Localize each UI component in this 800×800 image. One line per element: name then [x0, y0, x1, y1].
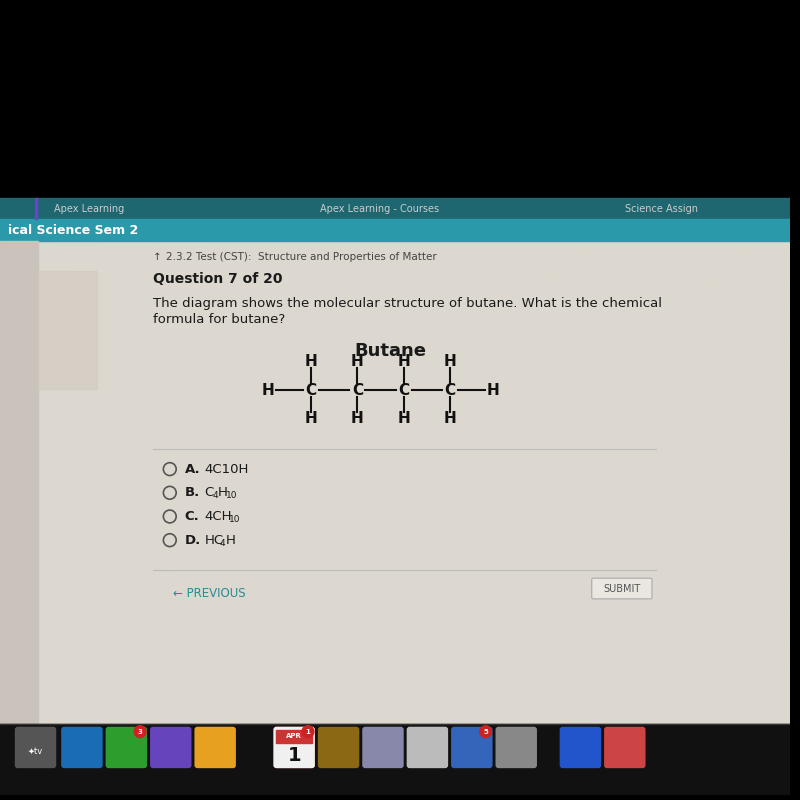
FancyBboxPatch shape	[318, 726, 359, 768]
Text: C: C	[445, 382, 456, 398]
FancyBboxPatch shape	[274, 726, 315, 768]
Text: SUBMIT: SUBMIT	[603, 583, 641, 594]
Text: H: H	[444, 354, 457, 369]
Text: H: H	[398, 411, 410, 426]
Text: 3: 3	[138, 729, 142, 734]
Text: ← PREVIOUS: ← PREVIOUS	[173, 587, 246, 600]
FancyBboxPatch shape	[194, 726, 236, 768]
Text: 4C10H: 4C10H	[204, 462, 249, 475]
Text: 4CH: 4CH	[204, 510, 232, 523]
Bar	[34, 198, 37, 219]
FancyBboxPatch shape	[274, 726, 315, 768]
FancyBboxPatch shape	[150, 726, 191, 768]
Text: Butane: Butane	[354, 342, 426, 360]
Text: C: C	[306, 382, 317, 398]
Bar	[0, 5, 790, 202]
Text: Apex Learning: Apex Learning	[54, 203, 124, 214]
Text: 1: 1	[306, 729, 310, 734]
Circle shape	[302, 726, 314, 738]
Text: D.: D.	[185, 534, 201, 546]
Text: 4: 4	[219, 538, 225, 548]
Text: APR: APR	[286, 733, 302, 739]
FancyBboxPatch shape	[495, 726, 537, 768]
Text: ical Science Sem 2: ical Science Sem 2	[8, 224, 138, 237]
Bar	[0, 241, 790, 795]
FancyBboxPatch shape	[560, 726, 601, 768]
Text: Science Assign: Science Assign	[625, 203, 698, 214]
Text: Question 7 of 20: Question 7 of 20	[153, 271, 282, 286]
FancyBboxPatch shape	[451, 726, 493, 768]
Bar	[0, 219, 790, 241]
Text: C: C	[352, 382, 363, 398]
Text: 4: 4	[212, 491, 218, 500]
Text: A.: A.	[185, 462, 200, 475]
FancyBboxPatch shape	[592, 578, 652, 599]
Text: HC: HC	[204, 534, 223, 546]
FancyBboxPatch shape	[61, 726, 102, 768]
Text: B.: B.	[185, 486, 200, 499]
FancyBboxPatch shape	[106, 726, 147, 768]
Text: H: H	[351, 354, 364, 369]
Text: 2.3.2 Test (CST):  Structure and Properties of Matter: 2.3.2 Test (CST): Structure and Properti…	[166, 252, 437, 262]
Text: ↑: ↑	[153, 252, 162, 262]
Bar	[0, 241, 38, 724]
Bar	[0, 198, 790, 219]
Text: H: H	[226, 534, 236, 546]
Text: H: H	[351, 411, 364, 426]
Bar	[0, 724, 790, 795]
Circle shape	[134, 726, 146, 738]
FancyBboxPatch shape	[604, 726, 646, 768]
Bar	[38, 270, 97, 389]
Text: 10: 10	[226, 491, 238, 500]
Text: The diagram shows the molecular structure of butane. What is the chemical: The diagram shows the molecular structur…	[153, 297, 662, 310]
FancyBboxPatch shape	[406, 726, 448, 768]
Text: H: H	[444, 411, 457, 426]
Text: H: H	[262, 382, 275, 398]
Text: 10: 10	[229, 515, 241, 524]
Text: C.: C.	[185, 510, 199, 523]
Text: C: C	[204, 486, 214, 499]
Text: H: H	[305, 354, 318, 369]
Text: H: H	[218, 486, 228, 499]
Text: H: H	[486, 382, 499, 398]
Text: 1: 1	[287, 746, 301, 765]
FancyBboxPatch shape	[362, 726, 404, 768]
Text: H: H	[305, 411, 318, 426]
Text: C: C	[398, 382, 410, 398]
Text: ✦tv: ✦tv	[28, 747, 43, 756]
Text: formula for butane?: formula for butane?	[153, 313, 286, 326]
Bar	[276, 730, 312, 742]
Text: Apex Learning - Courses: Apex Learning - Courses	[321, 203, 439, 214]
Text: H: H	[398, 354, 410, 369]
Text: 5: 5	[483, 729, 488, 734]
FancyBboxPatch shape	[15, 726, 56, 768]
Circle shape	[480, 726, 491, 738]
